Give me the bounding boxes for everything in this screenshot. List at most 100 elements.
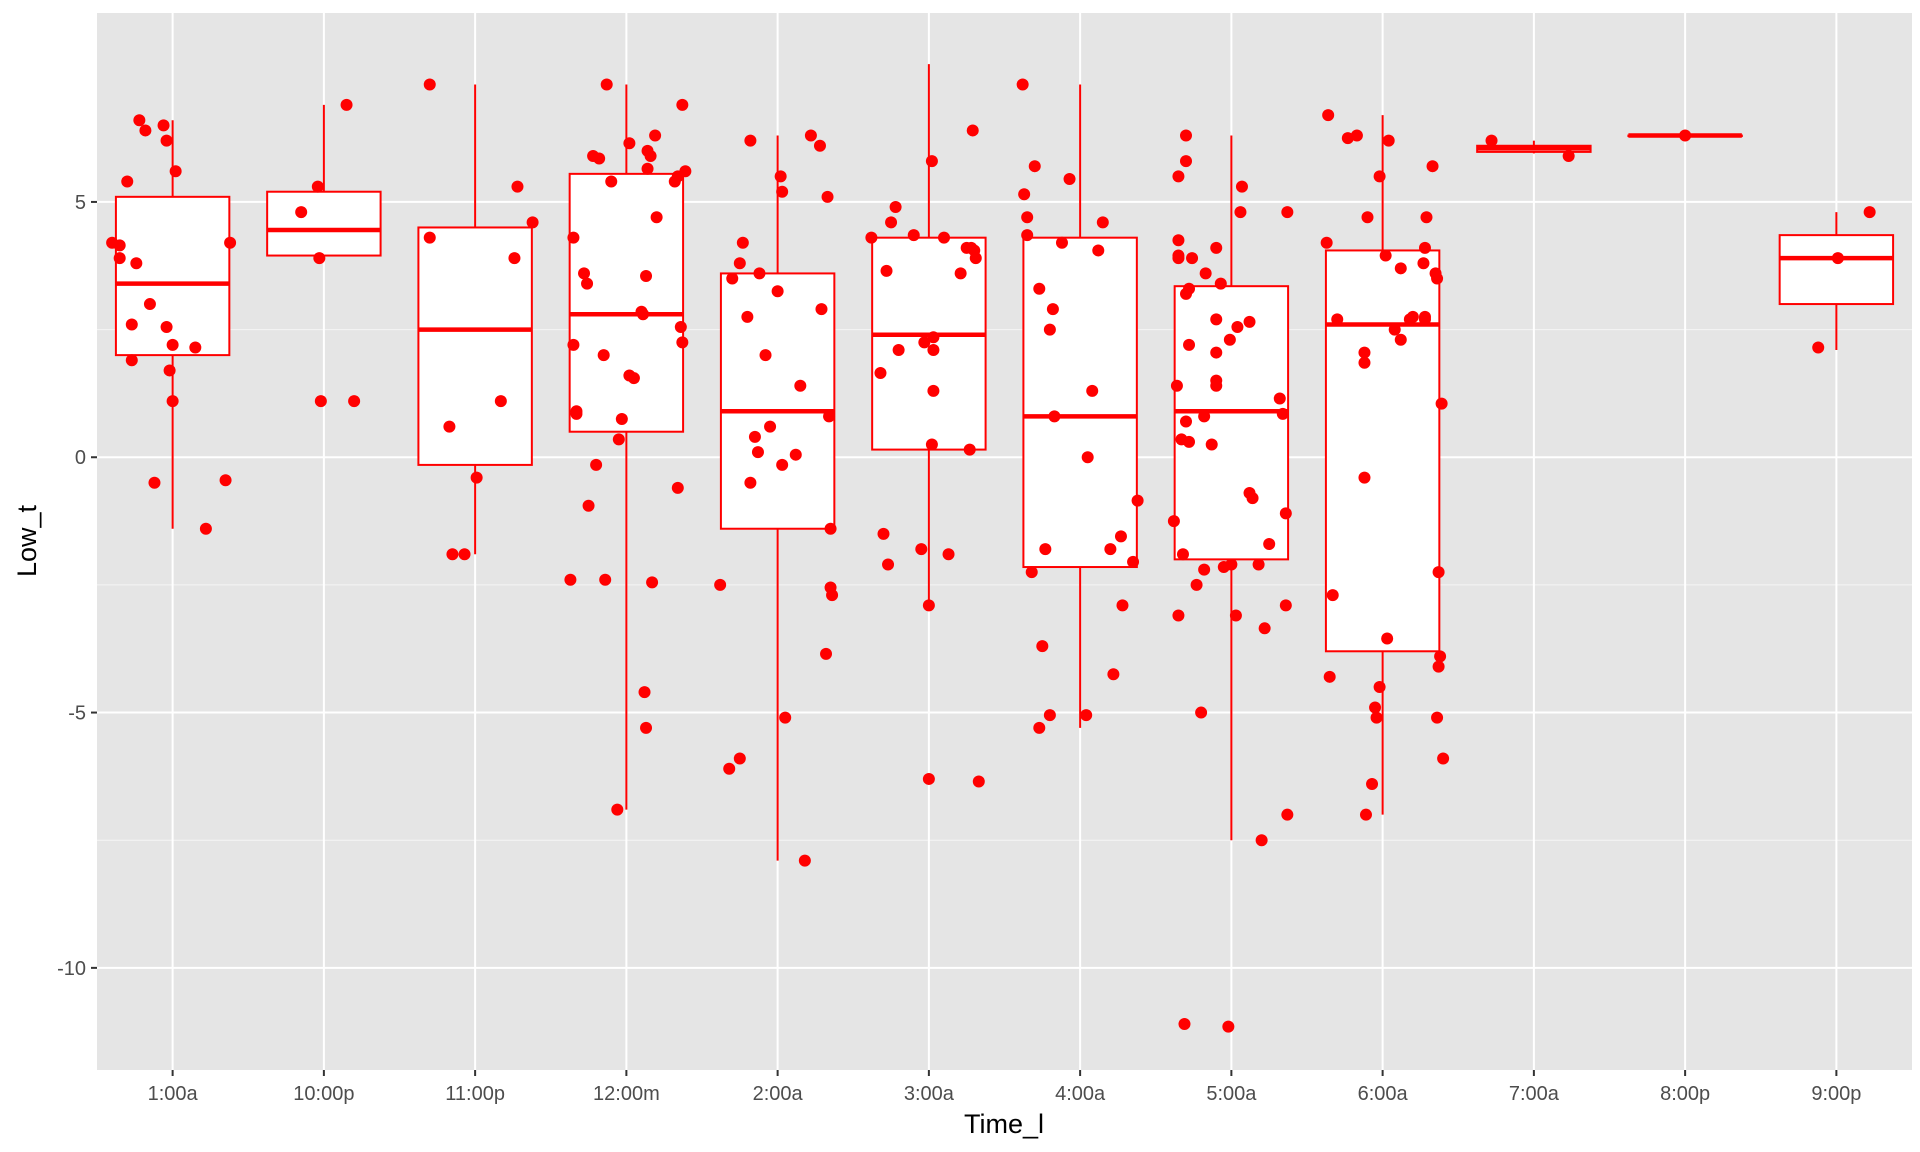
data-point (1263, 538, 1276, 551)
x-tick-label: 11:00p (445, 1083, 505, 1105)
data-point (1222, 1020, 1235, 1033)
data-point (143, 298, 156, 311)
data-point (1562, 149, 1575, 162)
data-point (593, 152, 606, 165)
data-point (671, 481, 684, 494)
data-point (1048, 410, 1061, 423)
data-point (1036, 640, 1049, 653)
data-point (882, 558, 895, 571)
box-iqr (1173, 285, 1290, 561)
data-point (744, 134, 757, 147)
data-point (1183, 338, 1196, 351)
x-tick-label: 2:00a (753, 1083, 804, 1105)
data-point (826, 589, 839, 602)
data-point (1127, 555, 1140, 568)
box-7:00a (1476, 140, 1592, 154)
data-point (723, 762, 736, 775)
box-5:00a (1173, 135, 1290, 841)
data-point (511, 180, 524, 193)
x-tick-label: 10:00p (293, 1083, 354, 1105)
data-point (1831, 252, 1844, 265)
data-point (581, 277, 594, 290)
data-point (567, 338, 580, 351)
data-point (600, 78, 613, 91)
y-tick-label: 0 (75, 447, 86, 469)
data-point (1021, 229, 1034, 242)
data-point (113, 239, 126, 252)
data-point (815, 303, 828, 316)
box-12:00m (568, 84, 685, 810)
data-point (1485, 134, 1498, 147)
data-point (1092, 244, 1105, 257)
data-point (1273, 392, 1286, 405)
data-point (1231, 321, 1244, 334)
data-point (1199, 267, 1212, 280)
data-point (640, 721, 653, 734)
data-point (938, 231, 950, 244)
data-point (1081, 451, 1094, 464)
data-point (918, 336, 931, 349)
data-point (1046, 303, 1059, 316)
data-point (1039, 543, 1052, 556)
data-point (163, 364, 176, 377)
data-point (638, 686, 651, 699)
data-point (889, 201, 902, 214)
data-point (1437, 752, 1450, 765)
data-point (774, 170, 787, 183)
data-point (1043, 709, 1056, 722)
data-point (121, 175, 134, 188)
data-point (526, 216, 539, 229)
data-point (1320, 236, 1333, 249)
data-point (865, 231, 878, 244)
data-point (1243, 315, 1256, 328)
data-point (1172, 609, 1185, 622)
data-point (1055, 236, 1068, 249)
data-point (925, 155, 938, 168)
data-point (1043, 323, 1056, 336)
data-point (789, 448, 802, 461)
data-point (1418, 241, 1431, 254)
data-point (1096, 216, 1109, 229)
data-point (443, 420, 456, 433)
data-point (1431, 272, 1444, 285)
x-tick-label: 8:00p (1660, 1083, 1710, 1105)
data-point (1178, 1018, 1191, 1031)
data-point (823, 410, 836, 423)
data-point (1225, 558, 1238, 571)
data-point (130, 257, 143, 270)
data-point (759, 349, 772, 362)
data-point (1234, 206, 1247, 219)
y-axis-title: Low_t (12, 504, 42, 577)
x-tick-label: 5:00a (1206, 1083, 1257, 1105)
x-axis: 1:00a 10:00p 11:00p 12:00m 2:00a 3:00a 4:00a 5:… (148, 1070, 1861, 1105)
data-point (874, 366, 887, 379)
data-point (1366, 778, 1379, 791)
data-point (133, 114, 146, 127)
data-point (1131, 494, 1144, 507)
data-point (748, 430, 761, 443)
data-point (567, 231, 580, 244)
data-point (771, 285, 784, 298)
data-point (1210, 374, 1223, 387)
data-point (160, 321, 173, 334)
data-point (1812, 341, 1825, 354)
data-point (753, 267, 766, 280)
jitter-points-layer (106, 78, 1876, 1033)
data-point (649, 129, 662, 142)
data-point (1198, 410, 1211, 423)
data-point (885, 216, 898, 229)
data-point (1107, 668, 1120, 681)
data-point (224, 236, 237, 249)
data-point (1028, 160, 1041, 173)
data-point (1361, 211, 1374, 224)
data-point (733, 257, 746, 270)
data-point (1388, 323, 1401, 336)
data-point (1183, 282, 1196, 295)
data-point (1406, 310, 1419, 323)
x-tick-label: 12:00m (593, 1083, 660, 1105)
data-point (646, 576, 659, 589)
data-point (1033, 282, 1046, 295)
data-point (1190, 578, 1203, 591)
data-point (1180, 155, 1192, 168)
data-point (1418, 310, 1431, 323)
